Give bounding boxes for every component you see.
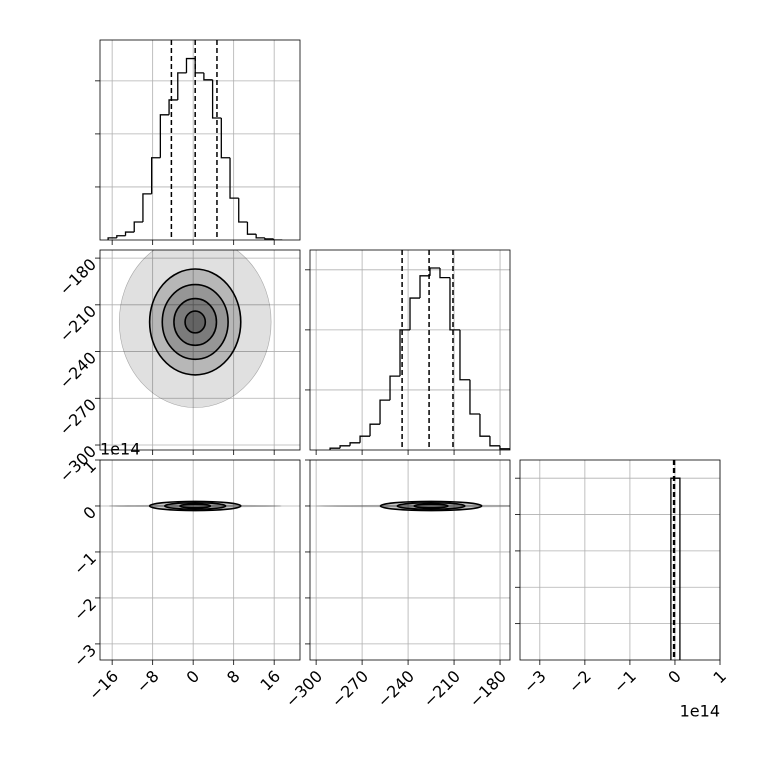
- plot-area: [108, 500, 282, 512]
- hist-step: [203, 72, 213, 81]
- density-contour: [164, 501, 227, 510]
- hist-step: [177, 72, 187, 100]
- hist-step: [116, 235, 126, 238]
- hist-step: [107, 237, 117, 240]
- panel: [95, 39, 301, 245]
- hist-step: [185, 57, 196, 73]
- panel-frame: [519, 459, 721, 661]
- density-contour: [413, 503, 449, 509]
- panel: −180−210−240−270−300: [55, 249, 301, 486]
- hist-step: [150, 157, 161, 194]
- hist-step: [220, 117, 231, 159]
- x-offset-label: 1e14: [680, 702, 720, 721]
- hist-step: [238, 198, 248, 223]
- density-contour: [184, 310, 207, 334]
- plot-area: [107, 40, 283, 240]
- hist-step: [459, 329, 470, 381]
- hist-step: [439, 268, 450, 279]
- panel: [305, 249, 511, 455]
- hist-step: [159, 114, 170, 158]
- hist-step: [409, 297, 421, 330]
- hist-step: [399, 329, 411, 377]
- hist-step: [379, 399, 391, 425]
- hist-step: [429, 267, 440, 276]
- hist-step: [339, 445, 351, 449]
- panel-frame: [99, 249, 301, 451]
- density-contour: [396, 501, 466, 510]
- hist-step: [670, 477, 681, 660]
- hist-step: [168, 99, 178, 115]
- hist-step: [264, 237, 274, 240]
- sample-cloud: [315, 504, 510, 508]
- hist-step: [246, 221, 257, 235]
- hist-step: [229, 157, 239, 199]
- hist-step: [142, 193, 152, 222]
- hist-step: [211, 79, 222, 119]
- hist-step: [489, 436, 500, 447]
- hist-step: [449, 277, 460, 331]
- hist-step: [349, 442, 361, 446]
- density-contour: [161, 283, 229, 361]
- hist-step: [369, 423, 381, 437]
- plot-area: [670, 460, 681, 660]
- hist-step: [479, 413, 490, 437]
- density-contour: [179, 503, 212, 509]
- hist-step: [272, 238, 283, 240]
- density-contour: [173, 297, 218, 347]
- panel-frame: [309, 459, 511, 661]
- panel-frame: [309, 249, 511, 451]
- hist-step: [419, 275, 430, 299]
- plot-area: [118, 250, 272, 408]
- hist-step: [359, 435, 371, 443]
- hist-step: [469, 379, 480, 415]
- y-offset-label: 1e14: [100, 440, 140, 459]
- sample-cloud: [108, 504, 282, 508]
- hist-step: [329, 447, 341, 450]
- panel-frame: [99, 459, 301, 661]
- hist-step: [124, 231, 135, 236]
- sample-cloud: [118, 250, 272, 408]
- hist-step: [389, 375, 401, 401]
- plot-area: [315, 500, 510, 512]
- hist-step: [133, 221, 143, 233]
- panel-frame: [99, 39, 301, 241]
- hist-step: [255, 234, 265, 239]
